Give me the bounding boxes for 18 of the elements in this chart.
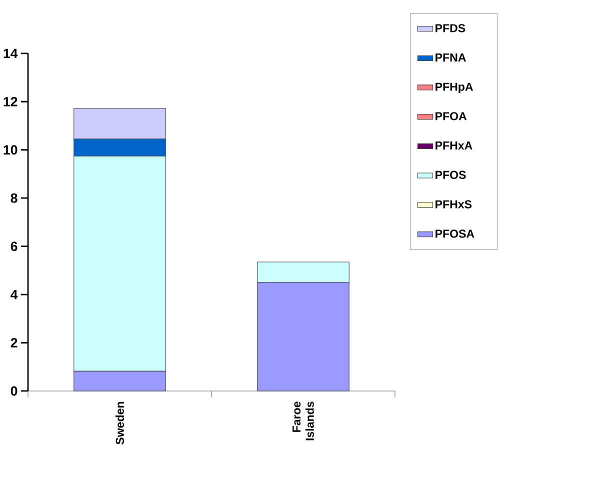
y-tick-label: 6 [10,241,18,251]
legend-label: PFHpA [436,82,473,94]
legend-label: PFOSA [436,230,474,238]
legend-label: PFHxA [436,141,472,150]
y-tick-label: 14 [4,48,18,58]
x-tick-label: Faroe Islands [292,401,314,440]
y-tick-label: 12 [4,96,18,106]
legend-label: PFNA [436,53,466,62]
legend-label: PFOA [436,112,467,120]
y-tick-label: 10 [4,145,18,154]
y-tick-label: 8 [10,193,18,203]
x-tick-label: Sweden [116,402,124,444]
y-tick-label: 2 [10,338,18,348]
legend-label: PFOS [436,170,466,179]
y-tick-label: 0 [10,386,18,396]
y-tick-label: 4 [10,290,18,299]
legend-label: PFHxS [436,200,472,208]
legend-label: PFDS [436,24,466,32]
